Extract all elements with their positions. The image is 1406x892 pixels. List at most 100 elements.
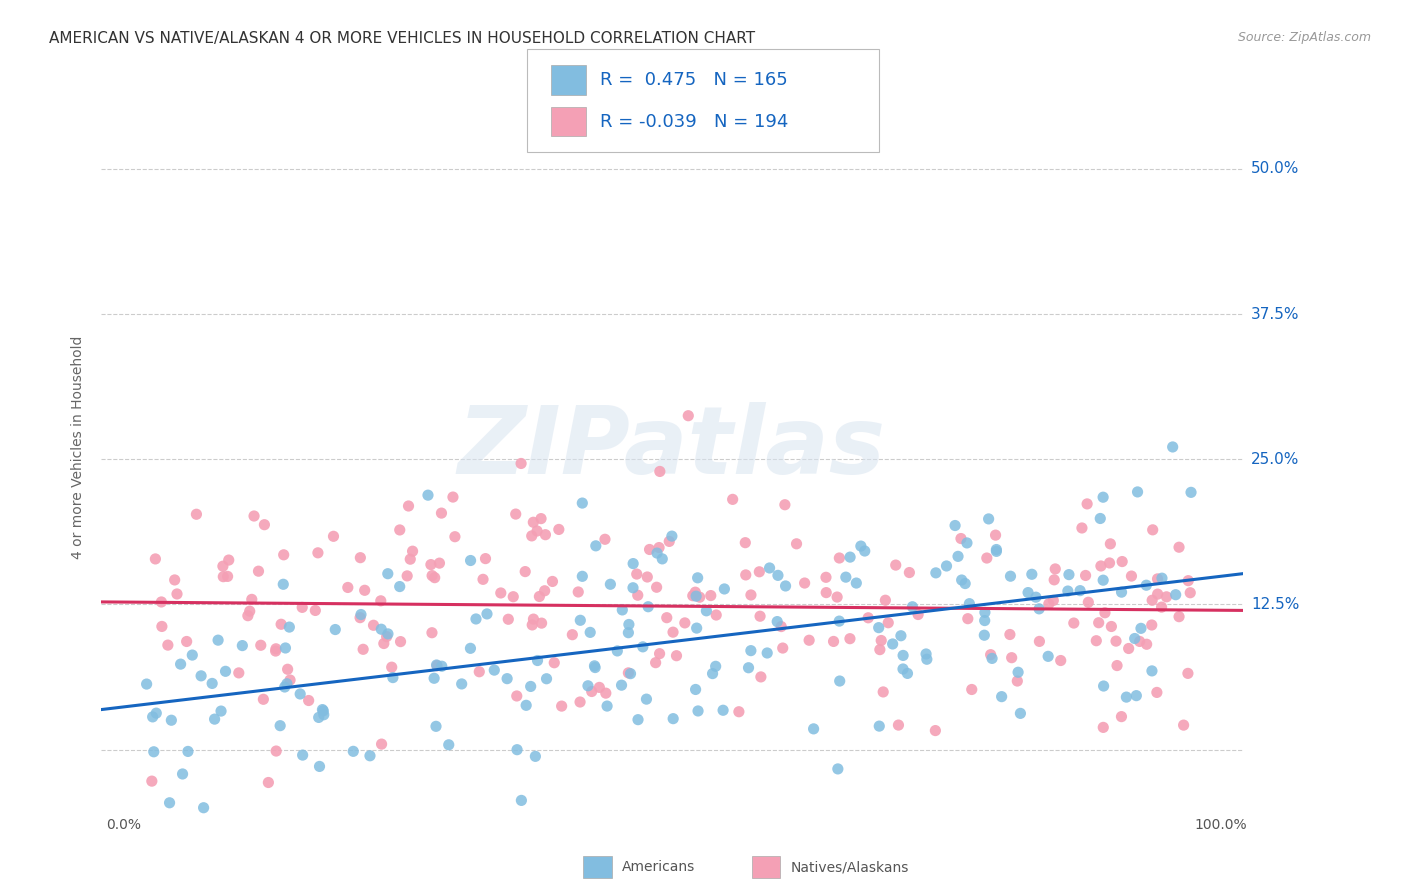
Point xyxy=(276,677,298,691)
Point xyxy=(522,612,544,626)
Point xyxy=(956,612,979,626)
Text: R = -0.039   N = 194: R = -0.039 N = 194 xyxy=(600,112,789,131)
Point xyxy=(342,744,364,758)
Point xyxy=(728,705,751,719)
Point xyxy=(350,607,373,622)
Point xyxy=(828,673,851,688)
Point xyxy=(474,551,496,566)
Point xyxy=(1021,567,1043,582)
Point xyxy=(519,680,541,694)
Point xyxy=(872,685,894,699)
Point xyxy=(976,551,998,566)
Point xyxy=(1177,666,1199,681)
Point xyxy=(1129,621,1152,635)
Point xyxy=(352,642,374,657)
Point xyxy=(1087,615,1109,630)
Point xyxy=(685,682,707,697)
Point xyxy=(373,636,395,650)
Point xyxy=(1121,569,1143,583)
Point xyxy=(925,566,948,580)
Point xyxy=(775,579,797,593)
Point xyxy=(502,590,524,604)
Point xyxy=(377,627,399,641)
Point xyxy=(547,523,569,537)
Point xyxy=(1077,595,1099,609)
Point xyxy=(322,529,344,543)
Point xyxy=(530,616,553,631)
Point xyxy=(308,710,330,724)
Point xyxy=(159,796,181,810)
Point xyxy=(1069,583,1091,598)
Point xyxy=(441,490,464,504)
Point xyxy=(1063,615,1085,630)
Point xyxy=(737,661,759,675)
Point xyxy=(973,628,995,642)
Point xyxy=(1074,568,1097,582)
Point xyxy=(700,589,723,603)
Point xyxy=(274,640,297,655)
Point xyxy=(583,660,606,674)
Point xyxy=(460,641,482,656)
Point xyxy=(673,615,696,630)
Point xyxy=(1001,650,1024,665)
Point xyxy=(273,548,295,562)
Point xyxy=(388,523,411,537)
Text: 50.0%: 50.0% xyxy=(1251,161,1299,177)
Point xyxy=(381,660,404,674)
Point xyxy=(444,530,467,544)
Point xyxy=(269,719,291,733)
Point xyxy=(740,588,762,602)
Point xyxy=(160,713,183,727)
Point xyxy=(621,557,644,571)
Point xyxy=(645,546,668,560)
Point xyxy=(868,719,890,733)
Point xyxy=(621,581,644,595)
Point xyxy=(627,713,650,727)
Point xyxy=(166,587,188,601)
Point xyxy=(460,553,482,567)
Text: Natives/Alaskans: Natives/Alaskans xyxy=(790,860,908,874)
Point xyxy=(569,613,592,627)
Point xyxy=(655,610,678,624)
Point xyxy=(891,648,914,663)
Text: 25.0%: 25.0% xyxy=(1251,452,1299,467)
Point xyxy=(1098,556,1121,570)
Point xyxy=(977,512,1000,526)
Point xyxy=(973,614,995,628)
Point xyxy=(797,633,820,648)
Point xyxy=(277,662,299,676)
Point xyxy=(772,641,794,656)
Point xyxy=(662,712,685,726)
Point xyxy=(304,603,326,617)
Point xyxy=(957,597,980,611)
Point xyxy=(561,628,583,642)
Point xyxy=(685,621,707,635)
Point xyxy=(181,648,204,662)
Point xyxy=(1135,578,1157,592)
Point xyxy=(207,633,229,648)
Point xyxy=(1092,720,1115,734)
Point xyxy=(803,722,825,736)
Point xyxy=(869,642,891,657)
Point xyxy=(974,605,997,619)
Point xyxy=(288,687,311,701)
Point xyxy=(949,532,972,546)
Point xyxy=(1017,585,1039,599)
Point xyxy=(814,570,837,584)
Point xyxy=(249,638,271,652)
Point xyxy=(218,553,240,567)
Point xyxy=(212,559,235,574)
Point xyxy=(1057,567,1080,582)
Point xyxy=(257,775,280,789)
Point xyxy=(298,693,321,707)
Point xyxy=(619,666,641,681)
Point xyxy=(1105,634,1128,648)
Point xyxy=(1094,606,1116,620)
Point xyxy=(529,590,551,604)
Point xyxy=(429,556,451,570)
Point xyxy=(264,641,287,656)
Point xyxy=(1156,590,1178,604)
Point xyxy=(530,511,553,525)
Point xyxy=(1140,618,1163,632)
Point xyxy=(845,576,868,591)
